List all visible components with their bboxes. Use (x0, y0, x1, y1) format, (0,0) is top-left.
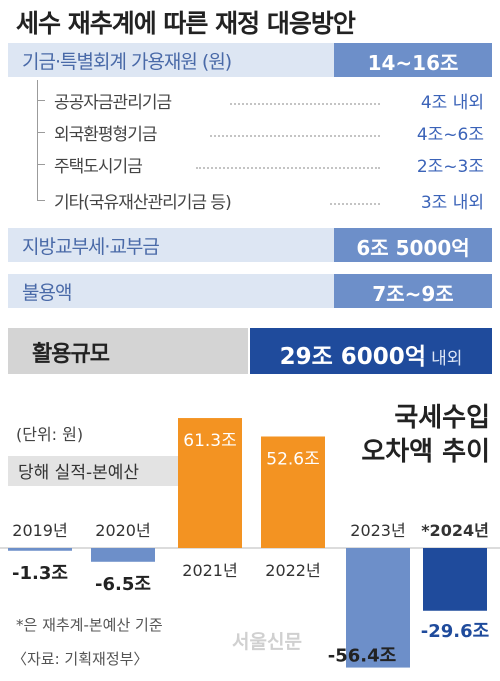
chart-value-label: -29.6조 (421, 621, 489, 642)
local-grants-label: 지방교부세·교부금 (22, 236, 160, 258)
unused-value-box (334, 274, 492, 308)
chart-bar (178, 418, 242, 548)
fund-item-value: 3조 내외 (420, 193, 484, 213)
chart-value-label: 52.6조 (266, 449, 320, 469)
page-title: 세수 재추계에 따른 재정 대응방안 (16, 9, 356, 38)
chart-bar (91, 548, 155, 562)
leader-dots (210, 135, 380, 137)
chart-unit-note: (단위: 원) (16, 425, 83, 444)
total-value-group: 29조 6000억 내외 (250, 337, 492, 371)
fund-item-label: 공공자금관리기금 (54, 93, 172, 113)
chart-category-label: 2022년 (265, 561, 320, 580)
fund-item-label: 기타(국유재산관리기금 등) (54, 193, 232, 213)
watermark: 서울신문 (232, 631, 302, 653)
total-label: 활용규모 (32, 342, 110, 367)
tree-branch (37, 200, 45, 201)
total-value-box (250, 328, 492, 374)
legend-label: 당해 실적-본예산 (18, 463, 139, 483)
leader-dots (196, 167, 380, 169)
fund-section-value: 14~16조 (367, 51, 459, 75)
fund-item-value: 4조~6조 (416, 125, 484, 145)
chart-title: 국세수입 오차액 추이 (361, 403, 490, 467)
unused-value: 7조~9조 (372, 282, 454, 306)
legend-box (8, 456, 196, 486)
total-value: 29조 6000억 (279, 344, 426, 370)
chart-category-label: 2021년 (182, 561, 237, 580)
local-grants-value-box (334, 228, 492, 262)
fund-section-label: 기금·특별회계 가용재원 (원) (22, 51, 232, 73)
chart-category-label: 2019년 (12, 521, 67, 540)
leader-dots (230, 103, 380, 105)
tree-branch (37, 132, 45, 133)
chart-value-label: -1.3조 (12, 563, 68, 584)
chart-bar (8, 548, 72, 551)
chart-source: 〈자료: 기획재정부〉 (12, 650, 148, 668)
leader-dots (330, 203, 380, 205)
tree-branch (37, 100, 45, 101)
total-label-box (8, 328, 248, 374)
chart-value-label: 61.3조 (183, 431, 237, 451)
fund-item-value: 4조 내외 (420, 93, 484, 113)
total-suffix: 내외 (431, 349, 463, 369)
chart-value-label: -6.5조 (95, 574, 151, 595)
chart-value-label: -56.4조 (328, 646, 396, 667)
chart-category-label: 2023년 (350, 521, 405, 540)
chart-bar (261, 436, 325, 548)
fund-item-value: 2조~3조 (416, 157, 484, 177)
unused-label: 불용액 (22, 282, 72, 304)
tree-line (37, 80, 38, 200)
tree-branch (37, 164, 45, 165)
chart-bar (346, 548, 410, 668)
fund-item-label: 외국환평형기금 (54, 125, 157, 145)
fund-section-value-box (334, 43, 492, 77)
chart-footnote: *은 재추계-본예산 기준 (16, 616, 163, 634)
chart-category-label: *2024년 (421, 521, 489, 540)
chart-category-label: 2020년 (95, 521, 150, 540)
fund-item-label: 주택도시기금 (54, 157, 143, 177)
chart-bar (423, 548, 487, 611)
local-grants-value: 6조 5000억 (356, 236, 470, 260)
